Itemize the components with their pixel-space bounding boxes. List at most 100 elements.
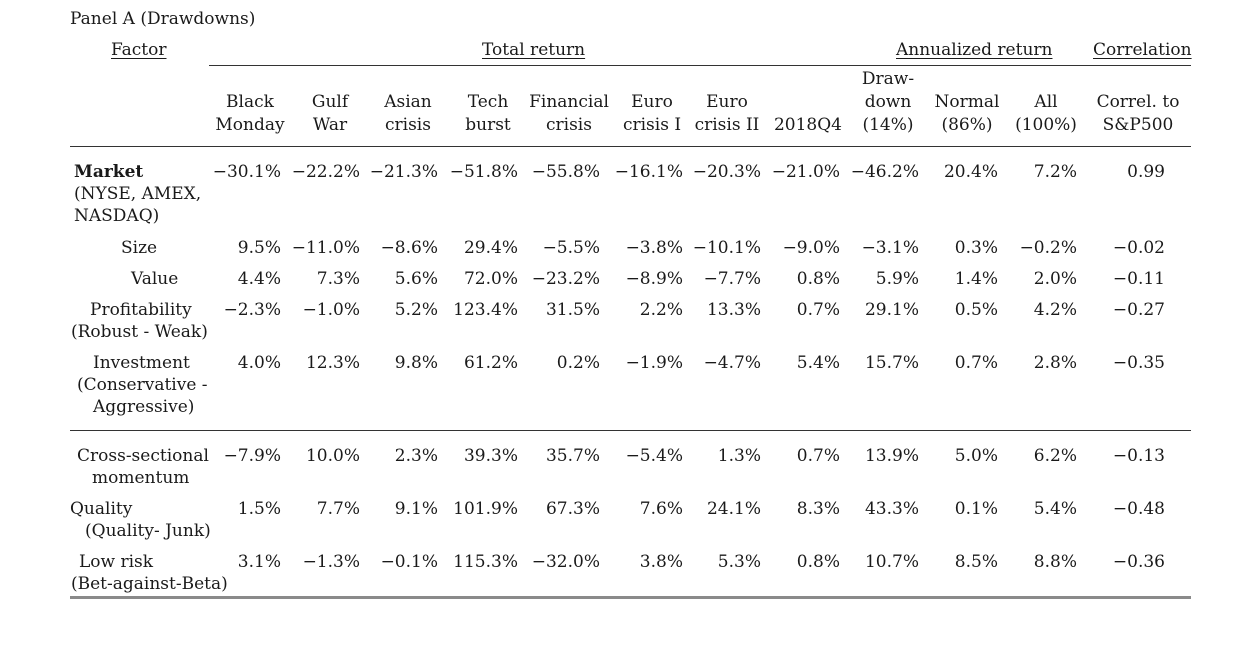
- row-label-line: (NYSE, AMEX,: [74, 184, 202, 204]
- row-label-line: (Conservative -: [77, 375, 208, 395]
- table-cell: 5.4%: [796, 353, 840, 373]
- column-header-line: Tech: [467, 92, 509, 112]
- table-cell: 101.9%: [453, 499, 518, 519]
- table-cell: 10.0%: [305, 446, 360, 466]
- table-cell: −55.8%: [531, 162, 600, 182]
- table-cell: 4.2%: [1033, 300, 1077, 320]
- row-label-line: (Bet-against-Beta): [71, 574, 228, 594]
- table-cell: −8.6%: [380, 238, 438, 258]
- table-cell: −3.8%: [625, 238, 683, 258]
- table-cell: −23.2%: [531, 269, 600, 289]
- table-cell: 1.4%: [954, 269, 998, 289]
- table-cell: 8.3%: [796, 499, 840, 519]
- table-cell: 9.1%: [394, 499, 438, 519]
- table-cell: 9.5%: [237, 238, 281, 258]
- header-annualized-return: Annualized return: [896, 40, 1053, 60]
- table-cell: 39.3%: [463, 446, 518, 466]
- table-cell: −2.3%: [223, 300, 281, 320]
- table-cell: −3.1%: [861, 238, 919, 258]
- header-total-return: Total return: [482, 40, 586, 60]
- table-cell: 0.7%: [796, 446, 840, 466]
- row-label-line: Aggressive): [93, 397, 195, 417]
- table-cell: 8.8%: [1033, 552, 1077, 572]
- table-cell: −0.1%: [380, 552, 438, 572]
- table-cell: −1.9%: [625, 353, 683, 373]
- row-label-line: Size: [121, 238, 158, 258]
- table-cell: 67.3%: [545, 499, 600, 519]
- table-cell: 0.8%: [796, 269, 840, 289]
- row-label-line: Profitability: [90, 300, 192, 320]
- table-cell: −16.1%: [614, 162, 683, 182]
- table-cell: 3.1%: [237, 552, 281, 572]
- table-cell: 10.7%: [864, 552, 919, 572]
- column-header-line: Black: [226, 92, 274, 112]
- column-header-line: down: [864, 92, 912, 112]
- table-cell: −7.7%: [703, 269, 761, 289]
- table-cell: −21.3%: [369, 162, 438, 182]
- column-header-line: Euro: [631, 92, 673, 112]
- table-cell: −1.3%: [302, 552, 360, 572]
- table-cell: −7.9%: [223, 446, 281, 466]
- column-header-line: Financial: [529, 92, 609, 112]
- table-cell: 12.3%: [305, 353, 360, 373]
- column-header-line: 2018Q4: [773, 115, 843, 135]
- table-cell: 0.2%: [556, 353, 600, 373]
- column-header-line: crisis II: [694, 115, 760, 135]
- table-cell: 5.4%: [1033, 499, 1077, 519]
- table-cell: 2.3%: [394, 446, 438, 466]
- row-label-line: Cross-sectional: [77, 446, 209, 466]
- table-cell: 2.8%: [1033, 353, 1077, 373]
- table-cell: 13.3%: [706, 300, 761, 320]
- header-correlation: Correlation: [1093, 40, 1192, 60]
- table-cell: 0.99: [1127, 162, 1165, 182]
- table-cell: −4.7%: [703, 353, 761, 373]
- table-cell: 7.3%: [316, 269, 360, 289]
- table-cell: −0.2%: [1019, 238, 1077, 258]
- table-cell: −46.2%: [850, 162, 919, 182]
- header-factor: Factor: [111, 40, 167, 60]
- table-cell: −22.2%: [291, 162, 360, 182]
- table-cell: 5.9%: [875, 269, 919, 289]
- column-header-line: (14%): [862, 115, 914, 135]
- table-cell: −0.02: [1112, 238, 1165, 258]
- table-cell: 5.0%: [954, 446, 998, 466]
- table-cell: −21.0%: [771, 162, 840, 182]
- table-cell: 35.7%: [545, 446, 600, 466]
- table-cell: −10.1%: [692, 238, 761, 258]
- row-label-line: Market: [74, 162, 144, 182]
- section-divider: [70, 430, 1191, 431]
- table-cell: 3.8%: [639, 552, 683, 572]
- column-header-line: Draw-: [861, 69, 915, 89]
- table-cell: 24.1%: [706, 499, 761, 519]
- column-header-line: Normal: [934, 92, 1000, 112]
- table-cell: 43.3%: [864, 499, 919, 519]
- table-cell: −30.1%: [212, 162, 281, 182]
- row-label-line: Investment: [93, 353, 190, 373]
- table-cell: 9.8%: [394, 353, 438, 373]
- column-header-line: Asian: [384, 92, 432, 112]
- table-cell: 0.8%: [796, 552, 840, 572]
- table-cell: 0.7%: [954, 353, 998, 373]
- table-cell: 31.5%: [545, 300, 600, 320]
- table-cell: −0.36: [1112, 552, 1165, 572]
- column-header-line: All: [1034, 92, 1058, 112]
- table-cell: 6.2%: [1033, 446, 1077, 466]
- table-cell: 29.1%: [864, 300, 919, 320]
- table-cell: −1.0%: [302, 300, 360, 320]
- table-cell: −8.9%: [625, 269, 683, 289]
- table-cell: 5.6%: [394, 269, 438, 289]
- table-cell: 0.5%: [954, 300, 998, 320]
- table-cell: 0.7%: [796, 300, 840, 320]
- row-label-line: (Quality- Junk): [85, 521, 211, 541]
- table-cell: −0.11: [1112, 269, 1165, 289]
- table-bottom-rule: [70, 596, 1191, 599]
- table-cell: −0.13: [1112, 446, 1165, 466]
- table-cell: 2.2%: [639, 300, 683, 320]
- table-cell: 7.7%: [316, 499, 360, 519]
- row-label-line: Quality: [70, 499, 133, 519]
- table-cell: 115.3%: [453, 552, 518, 572]
- column-header-line: War: [312, 115, 348, 135]
- table-cell: 0.3%: [954, 238, 998, 258]
- table-cell: 61.2%: [463, 353, 518, 373]
- table-cell: 15.7%: [864, 353, 919, 373]
